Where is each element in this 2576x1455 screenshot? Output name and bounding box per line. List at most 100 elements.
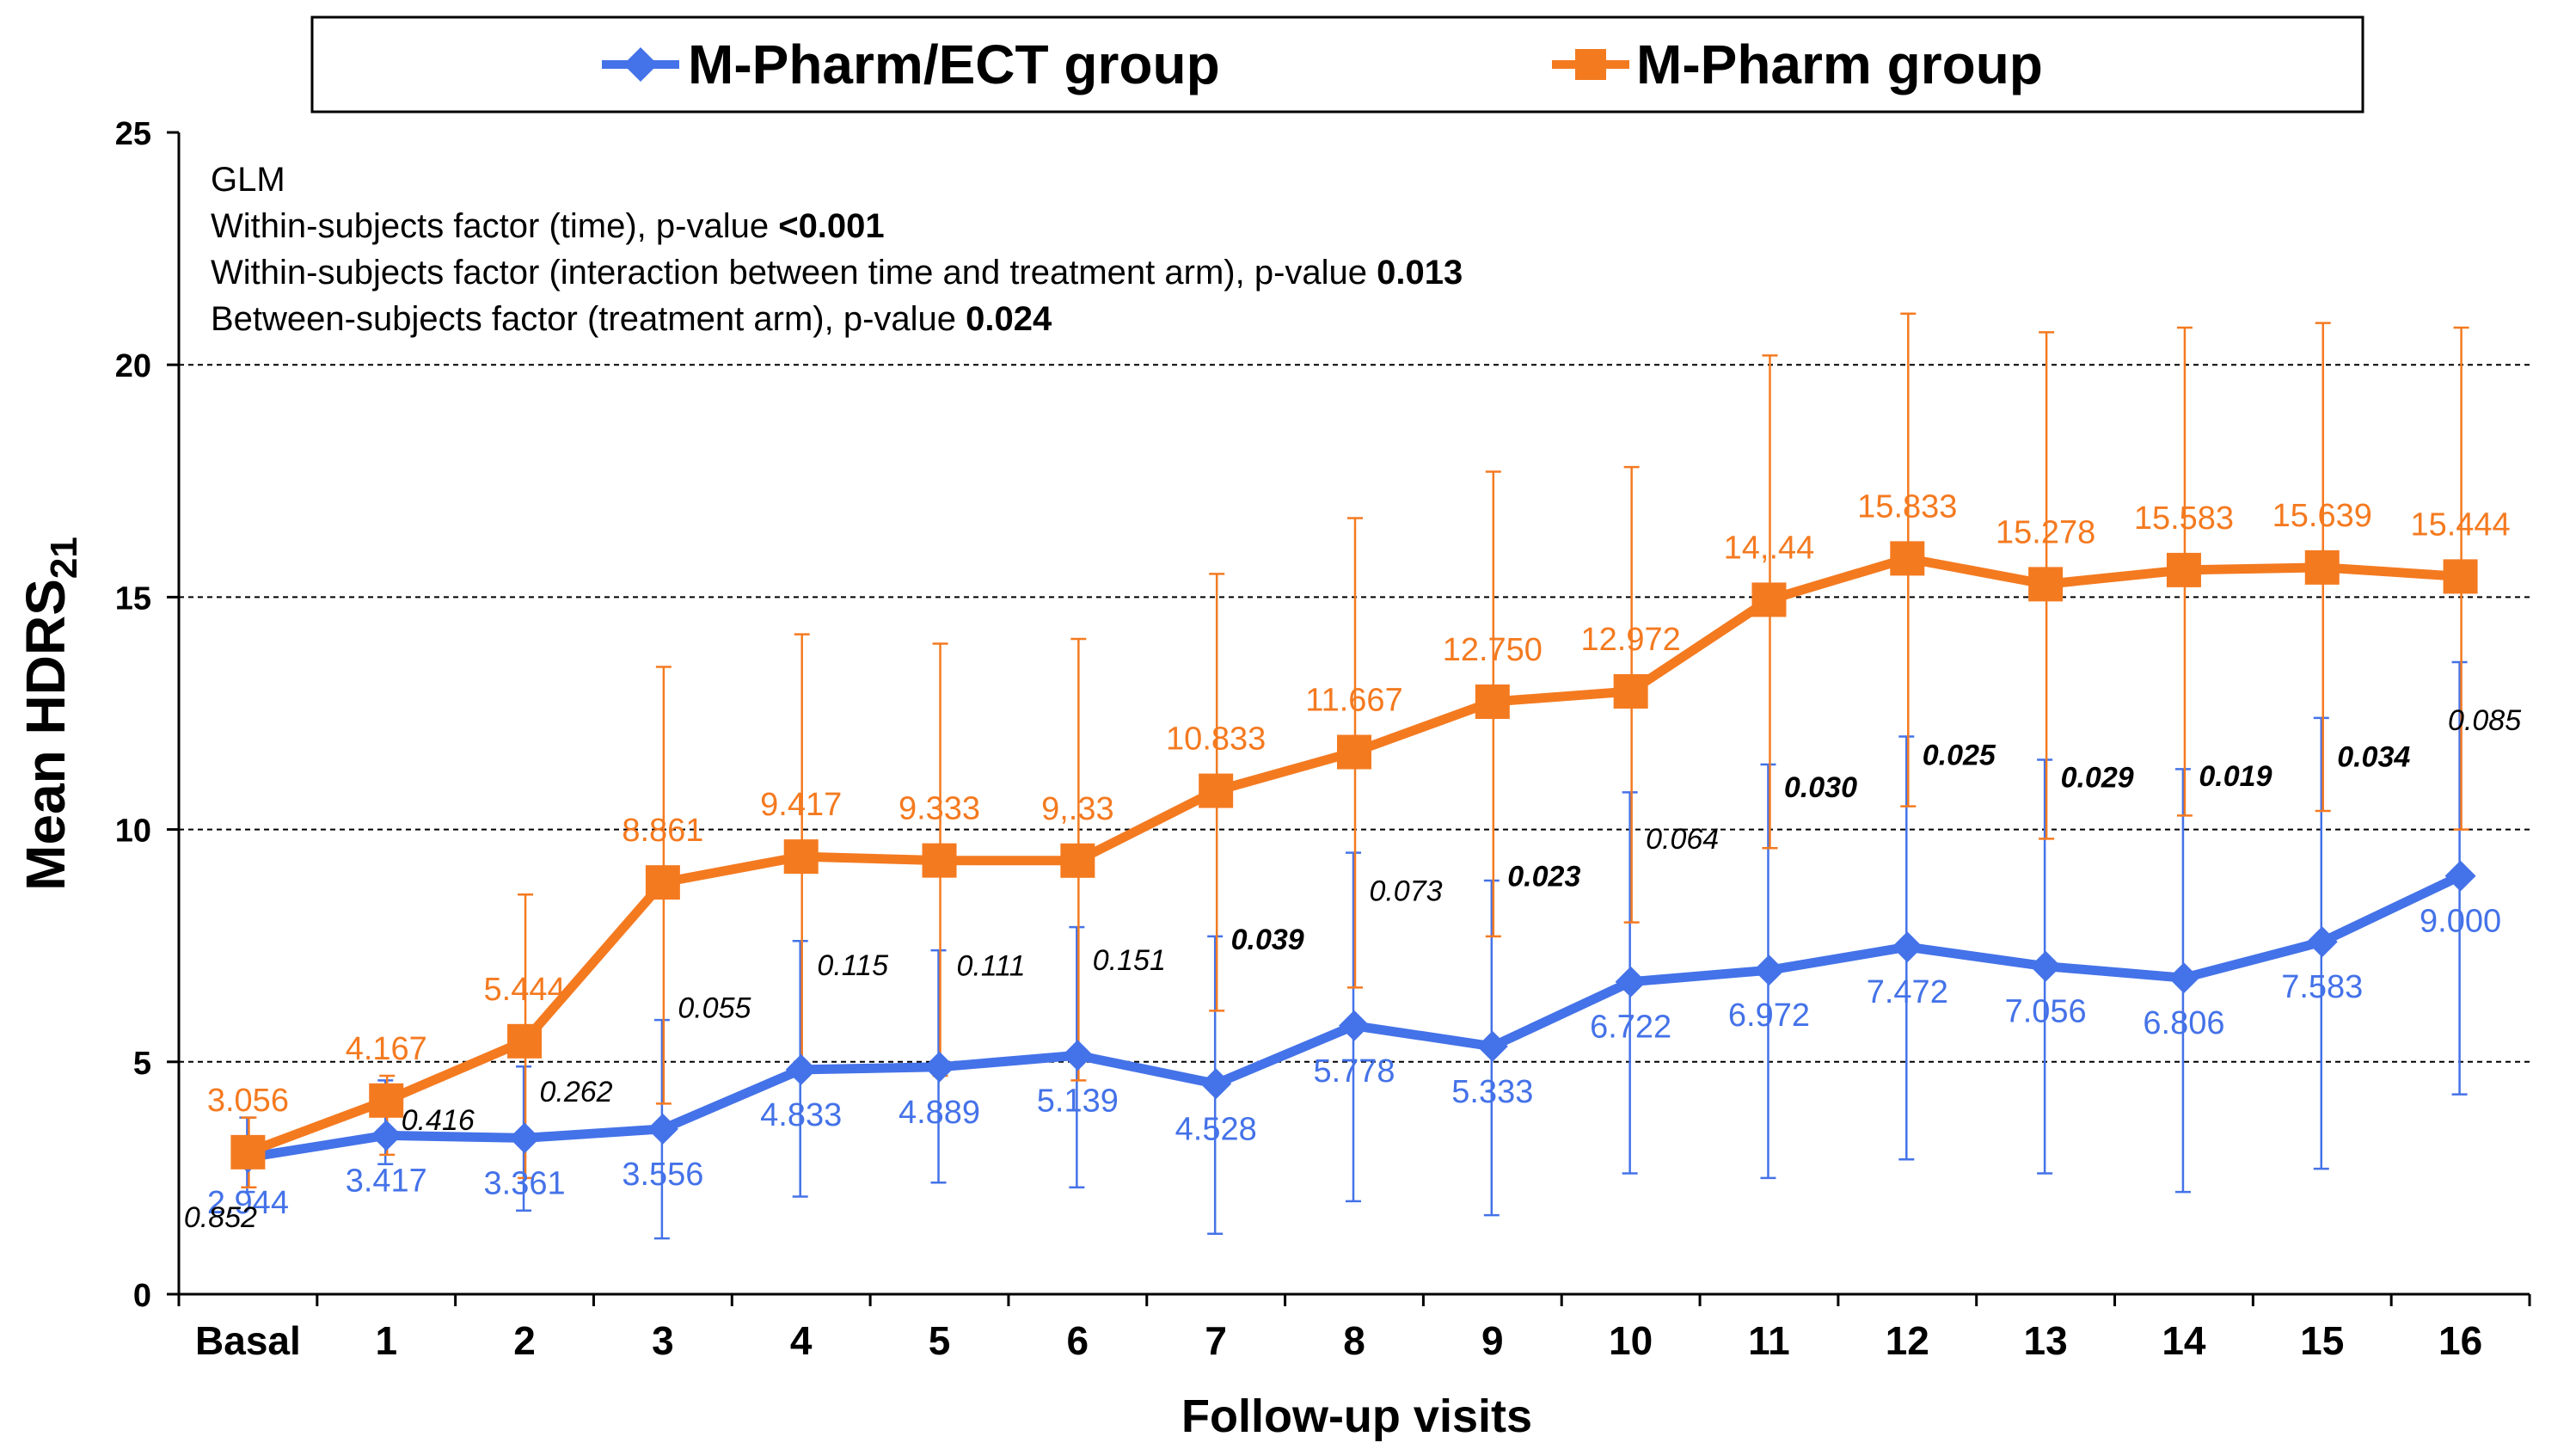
- data-label-pharm: 15.583: [2134, 500, 2234, 537]
- data-label-pharm: 15.278: [1996, 514, 2095, 550]
- x-tick-label: 10: [1609, 1318, 1653, 1363]
- x-tick-label: 9: [1481, 1318, 1504, 1363]
- data-label-ect: 2.944: [207, 1185, 289, 1221]
- data-label-ect: 4.889: [899, 1095, 980, 1131]
- data-label-pharm: 12.750: [1443, 632, 1543, 668]
- glm-line-time-value: <0.001: [778, 207, 884, 245]
- data-point-ect: [2306, 926, 2338, 958]
- data-point-pharm: [1475, 684, 1510, 719]
- data-label-pharm: 9,.33: [1041, 791, 1114, 827]
- p-value-label: 0.111: [957, 950, 1026, 983]
- data-point-pharm: [1199, 773, 1234, 808]
- data-label-ect: 6.722: [1590, 1010, 1671, 1046]
- p-value-label: 0.262: [540, 1076, 613, 1108]
- p-value-label: 0.055: [678, 991, 751, 1024]
- p-value-label: 0.073: [1369, 875, 1442, 908]
- glm-line-time: Within-subjects factor (time), p-value <…: [211, 207, 885, 245]
- glm-line-interaction: Within-subjects factor (interaction betw…: [211, 254, 1463, 292]
- p-value-label: 0.034: [2337, 741, 2410, 774]
- p-value-label: 0.151: [1093, 944, 1166, 977]
- data-label-pharm: 3.056: [207, 1083, 289, 1119]
- glm-line-between: Between-subjects factor (treatment arm),…: [211, 300, 1052, 338]
- glm-line-interaction-text: Within-subjects factor (interaction betw…: [211, 254, 1377, 292]
- data-label-ect: 6.806: [2143, 1005, 2224, 1041]
- x-tick-label: 1: [375, 1318, 397, 1363]
- data-point-pharm: [1337, 734, 1371, 770]
- data-label-pharm: 9.333: [899, 791, 980, 827]
- legend-ect-marker: [623, 47, 658, 82]
- y-axis-title-main: Mean HDRS: [15, 579, 77, 891]
- data-point-pharm: [2304, 549, 2340, 585]
- data-point-ect: [509, 1122, 541, 1154]
- x-tick-label: 11: [1748, 1318, 1790, 1363]
- data-point-ect: [2168, 962, 2199, 994]
- x-tick-label: 8: [1343, 1318, 1365, 1363]
- x-tick-label: 16: [2438, 1318, 2482, 1363]
- data-label-ect: 9.000: [2420, 904, 2501, 940]
- data-label-pharm: 9.417: [760, 787, 842, 823]
- data-point-pharm: [645, 865, 680, 900]
- y-axis-title: Mean HDRS21: [15, 537, 85, 891]
- p-value-label: 0.852: [184, 1201, 257, 1234]
- data-point-pharm: [507, 1023, 543, 1059]
- data-label-ect: 3.556: [622, 1157, 703, 1193]
- p-value-label: 0.085: [2448, 704, 2521, 737]
- legend-pharm-marker: [1575, 49, 1606, 80]
- data-point-ect: [2444, 860, 2476, 892]
- data-point-ect: [1062, 1040, 1094, 1071]
- x-tick-label: 13: [2024, 1318, 2068, 1363]
- x-tick-label: 15: [2300, 1318, 2344, 1363]
- data-point-pharm: [1613, 673, 1648, 709]
- data-point-ect: [1892, 931, 1923, 963]
- data-point-ect: [371, 1120, 402, 1151]
- y-tick-label: 15: [115, 580, 151, 617]
- y-tick-label: 5: [133, 1046, 151, 1082]
- data-point-ect: [1753, 955, 1785, 986]
- data-point-pharm: [922, 843, 957, 878]
- data-label-pharm: 8.861: [622, 813, 703, 849]
- p-value-label: 0.039: [1231, 924, 1304, 956]
- glm-annotation: GLM Within-subjects factor (time), p-val…: [211, 161, 1463, 338]
- y-tick-label: 20: [115, 348, 151, 384]
- y-axis: 0 5 10 15 20 25: [115, 116, 181, 1314]
- y-tick-label: 25: [115, 116, 151, 152]
- legend-pharm-label: M-Pharm group: [1636, 34, 2043, 95]
- data-point-pharm: [783, 839, 819, 875]
- x-tick-label: 3: [652, 1318, 674, 1363]
- data-point-ect: [923, 1051, 955, 1083]
- p-value-label: 0.416: [402, 1104, 475, 1137]
- p-value-label: 0.064: [1646, 823, 1719, 856]
- data-label-pharm: 4.167: [346, 1031, 427, 1067]
- x-axis-title: Follow-up visits: [1181, 1391, 1532, 1442]
- glm-line-time-text: Within-subjects factor (time), p-value: [211, 207, 778, 245]
- data-point-ect: [1200, 1068, 1232, 1100]
- p-value-labels: 0.852 0.416 0.262 0.055 0.115 0.111 0.151 0.039…: [184, 704, 2521, 1234]
- data-point-ect: [647, 1113, 678, 1145]
- data-label-pharm: 15.833: [1857, 488, 1957, 525]
- p-value-label: 0.019: [2199, 760, 2272, 793]
- data-label-ect: 5.139: [1037, 1083, 1119, 1119]
- legend: M-Pharm/ECT group M-Pharm group: [310, 15, 2364, 114]
- x-tick-label: 6: [1067, 1318, 1089, 1363]
- p-value-label: 0.030: [1784, 771, 1857, 804]
- series-markers: [230, 541, 2478, 1173]
- data-point-pharm: [1890, 541, 1925, 576]
- legend-item-pharm: M-Pharm group: [1552, 34, 2043, 95]
- y-tick-label: 10: [115, 813, 151, 850]
- data-label-ect: 7.056: [2005, 994, 2087, 1030]
- glm-line-between-value: 0.024: [966, 300, 1052, 338]
- data-point-pharm: [1751, 582, 1787, 617]
- x-tick-label: Basal: [195, 1318, 301, 1363]
- data-point-ect: [1615, 966, 1647, 998]
- data-label-ect: 4.528: [1175, 1111, 1257, 1147]
- x-tick-label: 12: [1886, 1318, 1929, 1363]
- data-label-ect: 3.417: [346, 1163, 427, 1199]
- data-point-pharm: [2028, 567, 2064, 602]
- glm-title: GLM: [211, 161, 285, 199]
- data-point-ect: [1339, 1010, 1370, 1041]
- data-point-pharm: [369, 1083, 404, 1118]
- data-label-pharm: 15.444: [2410, 506, 2510, 543]
- data-label-pharm: 11.667: [1305, 683, 1402, 719]
